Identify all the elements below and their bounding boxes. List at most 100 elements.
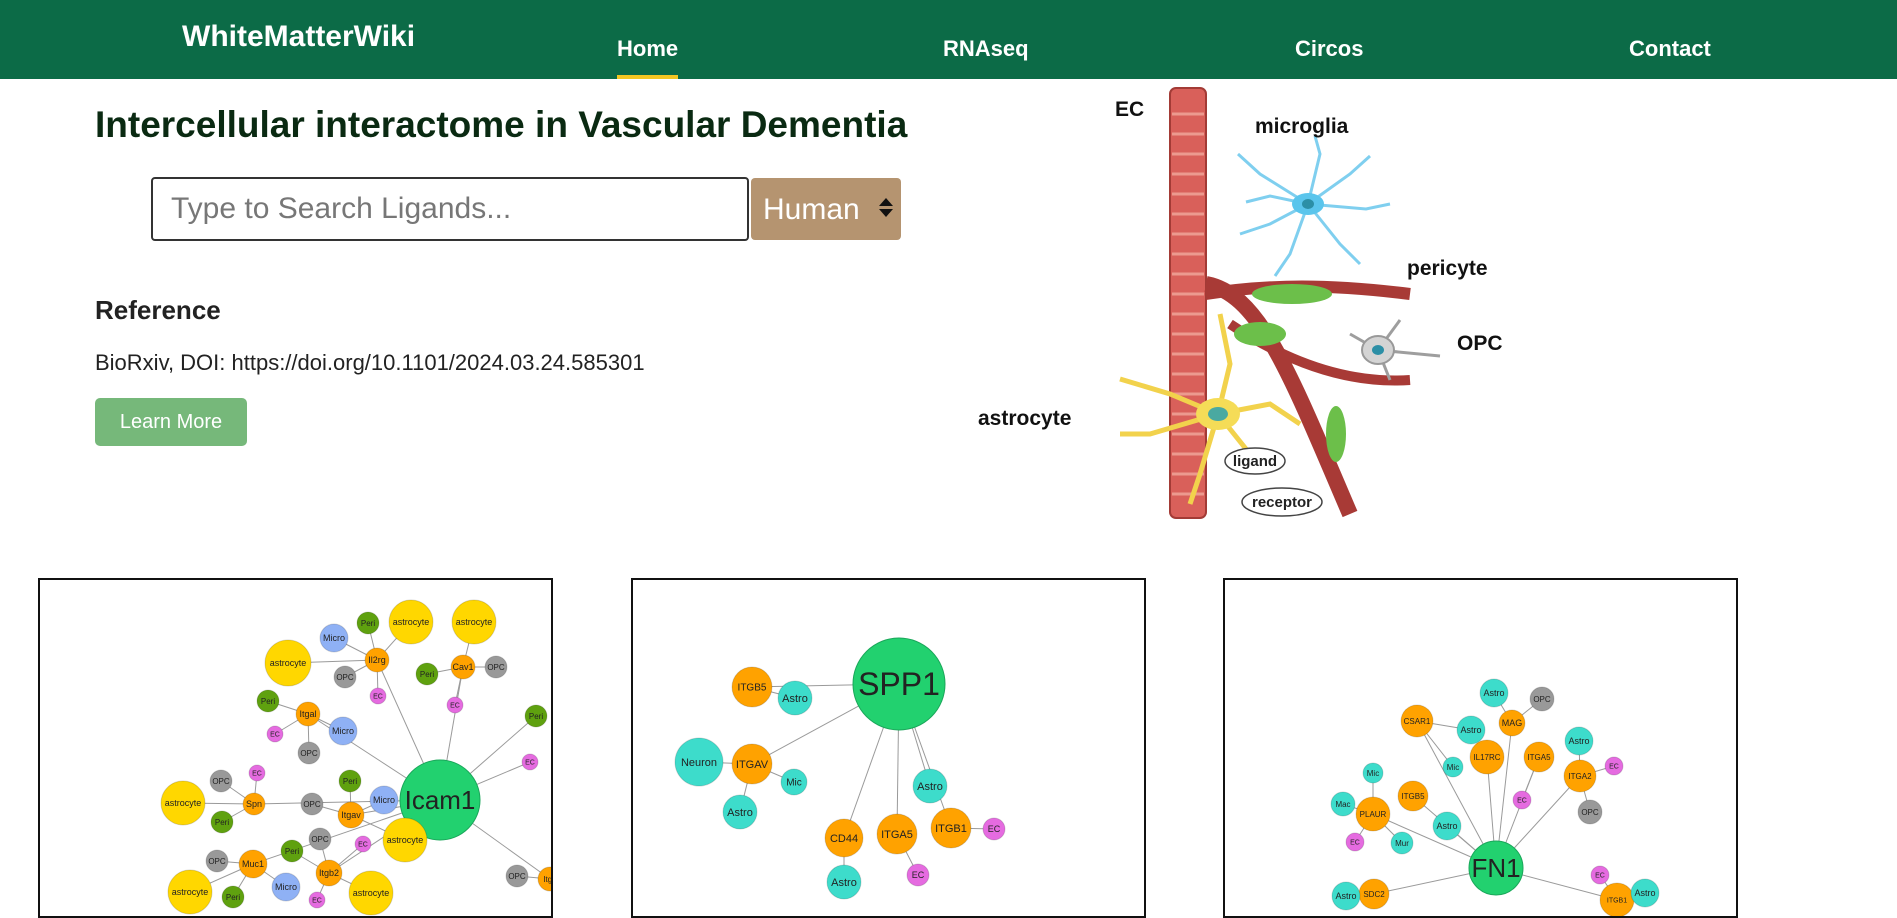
network-node[interactable]: EC	[1590, 865, 1610, 885]
nav-contact-link[interactable]: Contact	[1629, 36, 1711, 61]
network-node[interactable]: astrocyte	[160, 780, 206, 826]
ligand-search-input[interactable]	[151, 177, 749, 241]
network-panel-fn1[interactable]: FN1 MAG CSAR1 IL17RC ITGA5 ITGA2 ITGB5 PLAUR SDC…	[1223, 578, 1738, 918]
network-node[interactable]: Il2rg	[364, 647, 390, 673]
network-node[interactable]: CSAR1	[1400, 704, 1434, 738]
network-node[interactable]: Mic	[1362, 762, 1384, 784]
network-node[interactable]: EC	[1345, 832, 1365, 852]
network-graph-fn1[interactable]: FN1 MAG CSAR1 IL17RC ITGA5 ITGA2 ITGB5 PLAUR SDC…	[1225, 580, 1738, 918]
network-node[interactable]: Mac	[1330, 791, 1356, 817]
network-node[interactable]: Astro	[826, 864, 862, 900]
network-node[interactable]: ITGA5	[1523, 741, 1555, 773]
network-node[interactable]: Peri	[280, 839, 304, 863]
species-select[interactable]: Human	[751, 178, 901, 240]
network-node[interactable]: Peri	[415, 662, 439, 686]
network-node[interactable]: Itgal	[295, 701, 321, 727]
network-node[interactable]: Itgav	[337, 801, 365, 829]
network-node[interactable]: OPC	[308, 827, 332, 851]
network-node[interactable]: Neuron	[674, 737, 724, 787]
network-node[interactable]: Astro	[1630, 878, 1660, 908]
network-node[interactable]: Micro	[271, 872, 301, 902]
network-node[interactable]: PLAUR	[1355, 796, 1391, 832]
learn-more-button[interactable]: Learn More	[95, 398, 247, 446]
network-node[interactable]: Peri	[256, 689, 280, 713]
network-node[interactable]: CD44	[824, 818, 864, 858]
network-node[interactable]: Peri	[524, 704, 548, 728]
network-node[interactable]: ITGAV	[731, 743, 773, 785]
network-node[interactable]: Micro	[369, 785, 399, 815]
network-node[interactable]: OPC	[505, 864, 529, 888]
network-node[interactable]: EC	[521, 753, 539, 771]
network-node[interactable]: Astro	[777, 680, 813, 716]
network-node[interactable]: IL17RC	[1469, 739, 1505, 775]
network-node[interactable]: Peri	[210, 810, 234, 834]
network-node[interactable]: astrocyte	[382, 817, 428, 863]
network-node[interactable]: Itgb	[537, 866, 553, 892]
network-node[interactable]: Astro	[1456, 715, 1486, 745]
network-node[interactable]: OPC	[333, 665, 357, 689]
network-node[interactable]: astrocyte	[167, 869, 213, 915]
network-node[interactable]: Mic	[780, 768, 808, 796]
nav-home-link[interactable]: Home	[617, 36, 679, 79]
network-node[interactable]: ITGB1	[930, 807, 972, 849]
network-node[interactable]: Astro	[1331, 881, 1361, 911]
network-node[interactable]: ITGA2	[1563, 759, 1597, 793]
network-node[interactable]: astrocyte	[451, 599, 497, 645]
network-node[interactable]: OPC	[300, 792, 324, 816]
network-node[interactable]: OPC	[1577, 799, 1603, 825]
network-node-circle	[1577, 799, 1603, 825]
network-node[interactable]: OPC	[205, 849, 229, 873]
network-node[interactable]: SDC2	[1358, 878, 1390, 910]
network-node[interactable]: astrocyte	[264, 639, 312, 687]
network-node[interactable]: Spn	[242, 792, 266, 816]
network-node[interactable]: Astro	[912, 768, 948, 804]
network-hub-node[interactable]: Icam1	[399, 759, 481, 841]
network-node[interactable]: astrocyte	[348, 870, 394, 916]
network-graph-icam1[interactable]: Icam1 Il2rg Itgal Cav1 Spn Itgav Muc1 Itgb2 Itgb…	[40, 580, 553, 918]
network-node[interactable]: MAG	[1498, 709, 1526, 737]
network-node[interactable]: Astro	[1564, 726, 1594, 756]
network-node[interactable]: Muc1	[238, 849, 268, 879]
network-node[interactable]: EC	[369, 687, 387, 705]
nav-rnaseq-link[interactable]: RNAseq	[943, 36, 1029, 61]
network-node[interactable]: ITGB5	[731, 666, 773, 708]
network-panel-spp1[interactable]: SPP1 ITGB5 ITGAV CD44 ITGA5 ITGB1 Astro Astro As…	[631, 578, 1146, 918]
network-node[interactable]: EC	[906, 863, 930, 887]
brand-logo[interactable]: WhiteMatterWiki	[182, 20, 416, 53]
network-node[interactable]: EC	[248, 764, 266, 782]
network-node-circle	[824, 818, 864, 858]
network-node[interactable]: Astro	[1432, 811, 1462, 841]
network-node[interactable]: Astro	[722, 794, 758, 830]
network-node[interactable]: OPC	[297, 741, 321, 765]
network-node[interactable]: EC	[1512, 790, 1532, 810]
network-node[interactable]: Mic	[1442, 756, 1464, 778]
network-node[interactable]: Astro	[1479, 678, 1509, 708]
network-node[interactable]: Micro	[328, 716, 358, 746]
network-node[interactable]: EC	[354, 835, 372, 853]
network-node[interactable]: Micro	[319, 623, 349, 653]
network-node[interactable]: ITGB5	[1397, 780, 1429, 812]
network-node[interactable]: ITGA5	[876, 813, 918, 855]
network-node[interactable]: Peri	[221, 885, 245, 909]
network-node[interactable]: Mur	[1390, 831, 1414, 855]
network-node[interactable]: Cav1	[450, 654, 476, 680]
nav-circos-link[interactable]: Circos	[1295, 36, 1364, 61]
network-hub-node[interactable]: FN1	[1468, 840, 1524, 896]
network-node[interactable]: ITGB1	[1599, 882, 1635, 917]
network-graph-spp1[interactable]: SPP1 ITGB5 ITGAV CD44 ITGA5 ITGB1 Astro Astro As…	[633, 580, 1146, 918]
network-node[interactable]: Peri	[356, 611, 380, 635]
network-node[interactable]: EC	[308, 891, 326, 909]
network-panel-icam1[interactable]: Icam1 Il2rg Itgal Cav1 Spn Itgav Muc1 Itgb2 Itgb…	[38, 578, 553, 918]
network-node[interactable]: Itgb2	[315, 859, 343, 887]
network-hub-node[interactable]: SPP1	[852, 637, 946, 731]
network-node[interactable]: astrocyte	[388, 599, 434, 645]
network-node[interactable]: OPC	[484, 655, 508, 679]
network-node-circle	[731, 666, 773, 708]
network-node[interactable]: Peri	[338, 769, 362, 793]
network-node[interactable]: EC	[266, 725, 284, 743]
network-node[interactable]: OPC	[1529, 686, 1555, 712]
network-node[interactable]: EC	[982, 817, 1006, 841]
network-node[interactable]: EC	[1604, 756, 1624, 776]
network-node[interactable]: OPC	[209, 769, 233, 793]
network-node[interactable]: EC	[446, 696, 464, 714]
